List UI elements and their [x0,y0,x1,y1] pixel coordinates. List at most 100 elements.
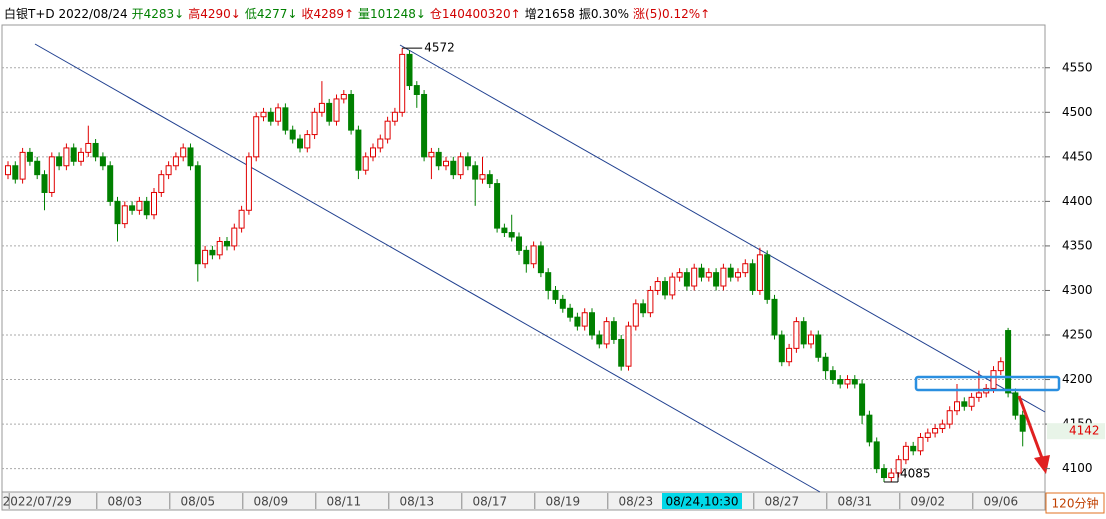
candle-body [640,303,647,314]
candle-body [326,102,333,122]
x-tick-label: 08/09 [254,495,289,509]
candle-body [676,272,683,278]
candle-body [946,410,953,425]
candle-body [384,120,391,140]
candle-body [800,321,807,345]
candle-body [443,160,449,167]
candle-body [275,107,282,122]
candle-body [340,93,347,100]
candle-body [902,445,909,461]
candle-body [406,53,413,87]
candle-body [881,468,887,479]
candle-body [180,147,187,158]
candle-body [895,459,902,474]
y-tick-label: 4350 [1062,238,1093,252]
candle-body [136,200,143,211]
candle-body [151,191,157,216]
candle-body [888,472,895,479]
candle-body [632,303,639,327]
highlight-box [914,375,1061,392]
candle-body [523,249,530,265]
candle-body [260,111,267,118]
candle-body [990,370,997,389]
candle-body [333,98,340,122]
candle-body [735,272,741,278]
candle-body [742,263,749,274]
candle-body [194,165,201,265]
x-tick-label: 09/06 [984,495,1019,509]
candle-body [472,165,479,180]
candle-body [705,272,712,278]
x-tick-label: 08/13 [400,495,435,509]
y-tick-label: 4450 [1062,149,1093,163]
candle-body [421,93,428,158]
candle-body [610,321,617,340]
candle-body [172,156,179,167]
x-tick-label: 08/23 [619,495,654,509]
candle-body [231,227,238,247]
candle-body [209,249,216,256]
candle-body [720,267,727,287]
candle-body [975,392,982,398]
candle-body [311,111,318,136]
period-box [1045,492,1105,514]
candle-body [12,165,19,180]
x-tick-label: 2022/07/29 [3,495,72,509]
x-tick-label: 08/31 [838,495,873,509]
candle-body [727,267,734,278]
candle-body [808,334,814,345]
x-tick-label: 08/27 [765,495,800,509]
candle-body [121,205,128,225]
candle-body [932,428,939,434]
header-text: 白银T+D 2022/08/24 开4283↓ 高4290↓ 低4277↓ 收4289↑… [4,6,710,21]
candle-body [866,414,873,443]
candle-body [26,151,33,162]
candle-body [457,156,464,176]
candle-body [78,151,84,162]
candle-body [844,379,851,385]
x-tick-label: 08/19 [546,495,581,509]
candle-body [954,401,960,412]
candle-body [450,160,457,176]
candle-body [165,165,172,176]
x-tick-label: 08/17 [473,495,508,509]
candle-body [187,147,194,167]
arrow-head [1034,455,1050,474]
candle-body [683,272,690,287]
candle-body [158,174,165,193]
x-tick-label: 08/05 [181,495,216,509]
candle-body [435,151,442,167]
candle-body [348,93,355,131]
candle-body [63,147,70,167]
candle-body [917,436,924,452]
candle-body [961,401,968,407]
candle-body [297,138,303,149]
candle-body [793,321,800,349]
candle-body [815,334,822,358]
candle-body [603,321,610,345]
x-tick-label: 08/11 [327,495,362,509]
candle-body [662,281,668,296]
candle-body [92,142,99,158]
y-tick-label: 4200 [1062,372,1093,386]
cursor-label-bg [662,493,742,509]
candle-body [713,272,720,287]
header-item: 量101248↓ [358,7,426,21]
candle-body [997,361,1004,372]
candle-body [574,316,581,327]
candle-body [486,174,493,185]
y-tick-label: 4100 [1062,461,1093,475]
candle-body [282,107,289,131]
header-item: 开4283↓ [132,7,185,21]
candle-body [1012,392,1019,416]
max-label: 4572 [424,41,455,55]
arrow-shaft [1017,395,1044,459]
candles: 4572 4085 [5,41,1026,483]
candle-body [224,240,230,247]
candle-body [822,356,829,372]
min-label: 4085 [900,466,931,480]
candle-body [253,116,260,158]
candle-body [873,441,880,470]
candle-body [289,129,296,140]
